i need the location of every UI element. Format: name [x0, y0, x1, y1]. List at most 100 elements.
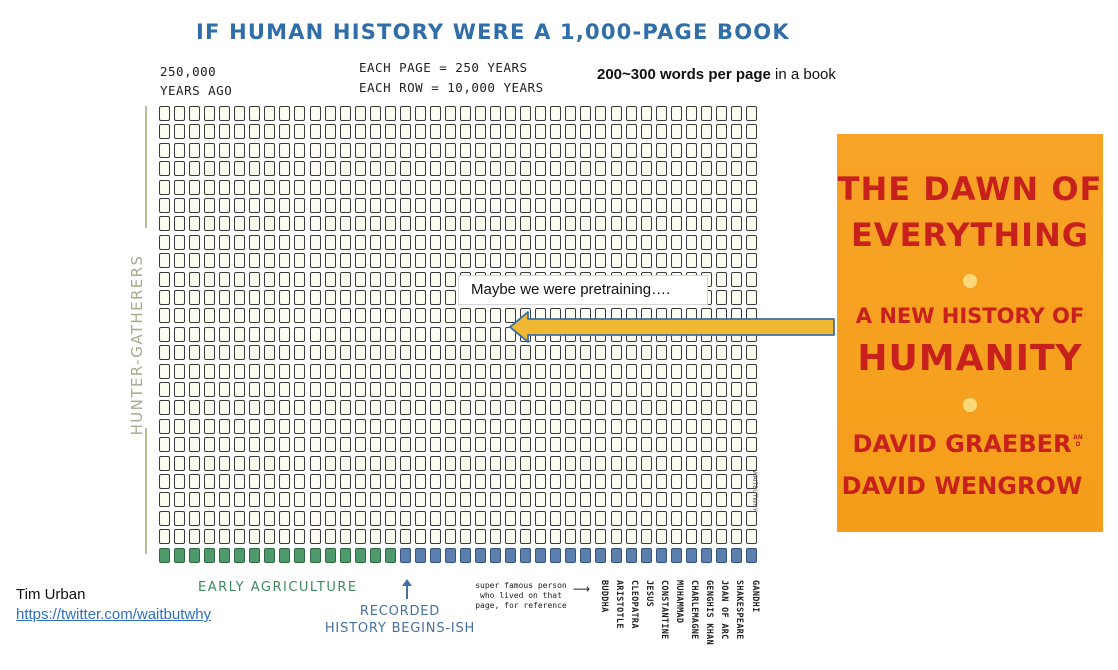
page-cell	[475, 106, 487, 121]
page-cell	[550, 382, 562, 397]
page-cell	[595, 345, 607, 361]
page-cell	[264, 106, 276, 121]
page-cell	[414, 437, 426, 453]
page-cell	[159, 290, 170, 305]
famous-note-line2: who lived on that	[480, 591, 562, 600]
page-cell	[264, 345, 276, 361]
page-cell	[700, 363, 712, 379]
page-cell	[550, 492, 562, 508]
page-cell	[294, 547, 306, 563]
page-cell	[490, 510, 502, 526]
page-cell	[565, 437, 577, 453]
artist-signature: WAITBUTWHY	[751, 470, 758, 512]
page-cell	[159, 142, 170, 158]
page-cell	[505, 142, 517, 158]
page-cell	[264, 418, 276, 434]
page-cell	[520, 106, 532, 121]
page-cell	[309, 400, 321, 416]
page-cell	[550, 510, 562, 526]
page-cell	[475, 437, 487, 453]
credit-link[interactable]: https://twitter.com/waitbutwhy	[16, 606, 212, 623]
page-cell	[505, 345, 517, 361]
page-cell	[399, 455, 411, 471]
page-cell	[219, 198, 231, 213]
page-cell	[354, 308, 366, 324]
page-cell	[610, 529, 622, 545]
page-cell	[294, 510, 306, 526]
page-cell	[505, 308, 517, 324]
page-cell	[399, 363, 411, 379]
page-cell	[399, 326, 411, 342]
page-cell	[595, 455, 607, 471]
page-cell	[249, 290, 261, 305]
hunter-gatherers-label: HUNTER-GATHERERS	[128, 254, 146, 436]
page-cell	[339, 400, 351, 416]
page-cell	[309, 326, 321, 342]
page-cell	[520, 124, 532, 140]
page-cell	[460, 492, 471, 508]
page-cell	[730, 418, 742, 434]
page-cell	[460, 382, 471, 397]
page-cell	[309, 142, 321, 158]
page-cell	[174, 437, 186, 453]
page-cell	[745, 290, 757, 305]
page-cell	[610, 455, 622, 471]
page-cell	[490, 326, 502, 342]
page-cell	[264, 437, 276, 453]
page-cell	[475, 198, 487, 213]
famous-person-note: super famous person who lived on that pa…	[461, 581, 581, 611]
page-cell	[279, 234, 291, 250]
page-cell	[444, 142, 456, 158]
page-cell	[595, 253, 607, 269]
page-cell	[354, 106, 366, 121]
page-cell	[610, 234, 622, 250]
page-cell	[429, 308, 441, 324]
page-cell	[309, 382, 321, 397]
page-cell	[625, 142, 637, 158]
page-cell	[399, 418, 411, 434]
page-cell	[685, 124, 697, 140]
page-cell	[550, 124, 562, 140]
page-cell	[505, 400, 517, 416]
page-cell	[535, 363, 547, 379]
page-cell	[279, 290, 291, 305]
page-cell	[279, 253, 291, 269]
book-author2: DAVID WENGROW	[841, 472, 1083, 500]
page-cell	[204, 492, 216, 508]
page-cell	[460, 142, 471, 158]
page-cell	[219, 179, 231, 195]
page-cell	[429, 363, 441, 379]
page-cell	[399, 529, 411, 545]
page-cell	[625, 455, 637, 471]
page-cell	[475, 363, 487, 379]
page-cell	[655, 547, 667, 563]
page-cell	[279, 106, 291, 121]
page-cell	[174, 363, 186, 379]
page-cell	[189, 437, 201, 453]
page-cell	[369, 216, 381, 232]
page-cell	[219, 529, 231, 545]
page-cell	[309, 271, 321, 287]
page-cell	[655, 529, 667, 545]
page-cell	[655, 400, 667, 416]
page-cell	[640, 418, 652, 434]
page-cell	[204, 345, 216, 361]
page-cell	[294, 234, 306, 250]
page-cell	[610, 437, 622, 453]
page-cell	[610, 418, 622, 434]
page-cell	[610, 124, 622, 140]
page-cell	[354, 253, 366, 269]
page-cell	[234, 179, 246, 195]
page-cell	[234, 437, 246, 453]
page-cell	[580, 216, 592, 232]
page-cell	[264, 474, 276, 489]
page-cell	[565, 529, 577, 545]
page-cell	[444, 234, 456, 250]
page-cell	[460, 179, 471, 195]
page-cell	[550, 474, 562, 489]
page-cell	[234, 234, 246, 250]
page-cell	[700, 492, 712, 508]
page-cell	[324, 492, 336, 508]
page-cell	[339, 363, 351, 379]
page-cell	[640, 400, 652, 416]
